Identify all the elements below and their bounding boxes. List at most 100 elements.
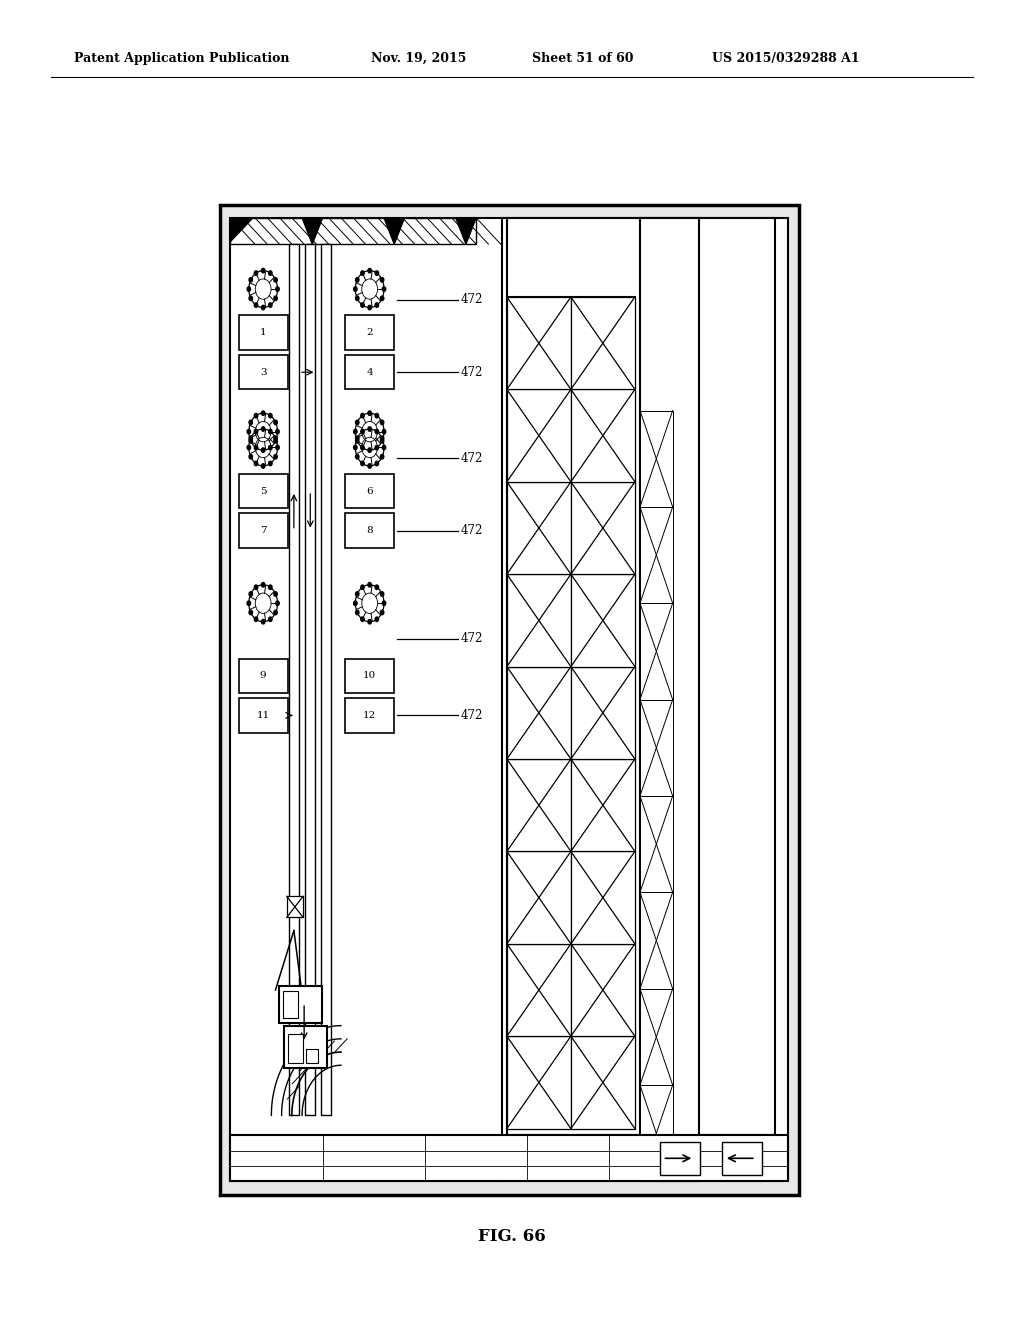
Bar <box>571 297 635 389</box>
Circle shape <box>254 585 258 590</box>
Circle shape <box>254 302 258 308</box>
Bar <box>230 218 788 1181</box>
Circle shape <box>247 286 251 292</box>
Bar <box>571 851 635 944</box>
Circle shape <box>380 277 384 282</box>
Circle shape <box>360 302 365 308</box>
Circle shape <box>353 601 357 606</box>
Circle shape <box>249 420 253 425</box>
Circle shape <box>355 277 359 282</box>
Bar <box>507 667 571 759</box>
Bar <box>230 218 476 244</box>
Circle shape <box>261 411 265 416</box>
Bar <box>345 315 394 350</box>
Circle shape <box>247 429 251 434</box>
Bar <box>239 659 288 693</box>
Circle shape <box>375 302 379 308</box>
Bar <box>230 1135 788 1181</box>
Circle shape <box>249 610 253 615</box>
Polygon shape <box>456 218 476 244</box>
Circle shape <box>254 429 258 434</box>
Circle shape <box>355 438 359 444</box>
Text: 10: 10 <box>364 672 376 680</box>
Circle shape <box>353 429 357 434</box>
Circle shape <box>382 286 386 292</box>
Circle shape <box>275 286 280 292</box>
Circle shape <box>380 296 384 301</box>
Bar <box>571 759 635 851</box>
Circle shape <box>368 411 372 416</box>
Circle shape <box>368 426 372 432</box>
Circle shape <box>355 591 359 597</box>
Circle shape <box>254 445 258 450</box>
Text: 7: 7 <box>260 527 266 535</box>
Circle shape <box>355 436 359 441</box>
Bar <box>305 244 315 1115</box>
Bar <box>239 513 288 548</box>
Circle shape <box>360 461 365 466</box>
Text: 472: 472 <box>461 632 483 645</box>
Bar <box>640 507 673 603</box>
Bar <box>507 851 571 944</box>
Text: FIG. 66: FIG. 66 <box>478 1229 546 1245</box>
Circle shape <box>261 463 265 469</box>
Circle shape <box>380 591 384 597</box>
Bar <box>507 482 571 574</box>
Circle shape <box>254 461 258 466</box>
Text: 12: 12 <box>364 711 376 719</box>
Text: 472: 472 <box>461 451 483 465</box>
Bar <box>507 297 635 1129</box>
Circle shape <box>360 413 365 418</box>
Circle shape <box>375 585 379 590</box>
Circle shape <box>380 436 384 441</box>
Text: 3: 3 <box>260 368 266 376</box>
Circle shape <box>382 445 386 450</box>
Circle shape <box>360 429 365 434</box>
Text: 5: 5 <box>260 487 266 495</box>
Text: Sheet 51 of 60: Sheet 51 of 60 <box>532 51 634 65</box>
Bar <box>306 1049 318 1063</box>
Circle shape <box>375 616 379 622</box>
Circle shape <box>380 420 384 425</box>
Bar <box>239 698 288 733</box>
Circle shape <box>261 268 265 273</box>
Bar <box>571 574 635 667</box>
Circle shape <box>268 585 272 590</box>
Bar <box>640 1085 673 1181</box>
Circle shape <box>249 438 253 444</box>
Circle shape <box>360 616 365 622</box>
Circle shape <box>268 616 272 622</box>
Circle shape <box>368 463 372 469</box>
Circle shape <box>268 271 272 276</box>
Bar <box>239 474 288 508</box>
Bar <box>507 1036 571 1129</box>
Circle shape <box>268 461 272 466</box>
Text: 6: 6 <box>367 487 373 495</box>
Bar <box>571 944 635 1036</box>
Circle shape <box>382 429 386 434</box>
Bar <box>321 244 331 1115</box>
Circle shape <box>247 445 251 450</box>
Circle shape <box>360 585 365 590</box>
Bar <box>640 796 673 892</box>
Circle shape <box>355 420 359 425</box>
Circle shape <box>249 454 253 459</box>
Text: 472: 472 <box>461 524 483 537</box>
Bar <box>345 355 394 389</box>
Circle shape <box>368 582 372 587</box>
Circle shape <box>254 271 258 276</box>
Bar <box>640 700 673 796</box>
Bar <box>345 513 394 548</box>
Circle shape <box>268 429 272 434</box>
Bar <box>640 989 673 1085</box>
Bar <box>640 218 699 1181</box>
Circle shape <box>273 438 278 444</box>
Text: 4: 4 <box>367 368 373 376</box>
Text: Nov. 19, 2015: Nov. 19, 2015 <box>371 51 466 65</box>
Circle shape <box>273 454 278 459</box>
Circle shape <box>273 591 278 597</box>
Circle shape <box>261 582 265 587</box>
Circle shape <box>249 296 253 301</box>
Circle shape <box>375 461 379 466</box>
Circle shape <box>355 296 359 301</box>
